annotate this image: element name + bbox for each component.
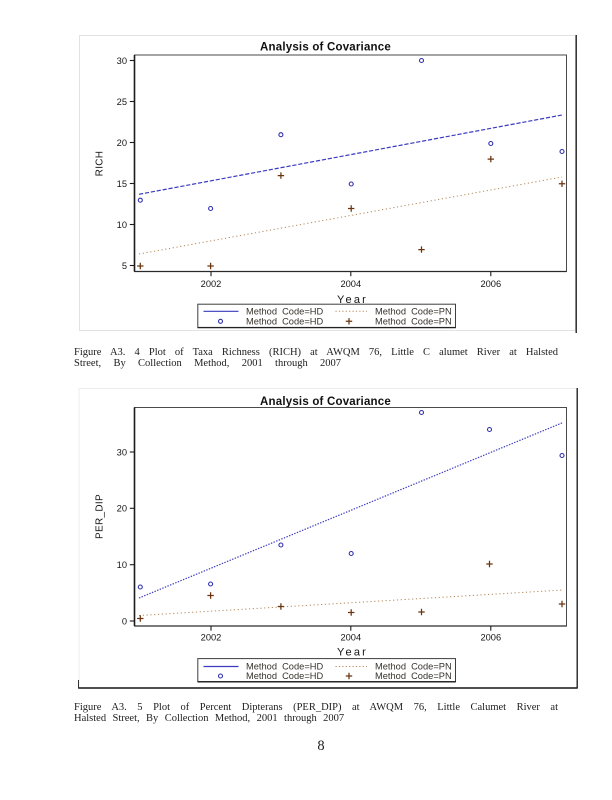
svg-text:20: 20 bbox=[117, 504, 127, 514]
svg-text:20: 20 bbox=[117, 138, 127, 148]
svg-text:Method Code=HD: Method Code=HD bbox=[246, 671, 323, 681]
svg-text:25: 25 bbox=[117, 97, 127, 107]
svg-text:Method Code=HD: Method Code=HD bbox=[246, 306, 323, 316]
svg-text:Method Code=PN: Method Code=PN bbox=[375, 671, 452, 681]
svg-text:Method Code=HD: Method Code=HD bbox=[246, 662, 323, 672]
svg-text:2002: 2002 bbox=[201, 279, 222, 289]
svg-text:2004: 2004 bbox=[340, 633, 361, 643]
svg-text:15: 15 bbox=[117, 179, 127, 189]
svg-text:Year: Year bbox=[337, 294, 368, 306]
svg-text:10: 10 bbox=[117, 220, 127, 230]
svg-text:Analysis of Covariance: Analysis of Covariance bbox=[260, 42, 391, 54]
svg-text:2004: 2004 bbox=[340, 279, 361, 289]
svg-text:2006: 2006 bbox=[480, 633, 501, 643]
svg-text:30: 30 bbox=[117, 447, 127, 457]
svg-text:RICH: RICH bbox=[95, 151, 106, 177]
svg-text:Method Code=PN: Method Code=PN bbox=[375, 316, 452, 326]
svg-text:Analysis of Covariance: Analysis of Covariance bbox=[260, 396, 391, 408]
svg-text:2006: 2006 bbox=[480, 279, 501, 289]
svg-text:Method Code=PN: Method Code=PN bbox=[375, 662, 452, 672]
svg-text:Method Code=PN: Method Code=PN bbox=[375, 306, 452, 316]
svg-text:2002: 2002 bbox=[201, 633, 222, 643]
svg-text:5: 5 bbox=[122, 261, 127, 271]
svg-text:Method Code=HD: Method Code=HD bbox=[246, 316, 323, 326]
svg-text:0: 0 bbox=[122, 616, 127, 626]
svg-text:Year: Year bbox=[337, 647, 368, 659]
svg-text:PER_DIP: PER_DIP bbox=[95, 494, 106, 539]
svg-text:10: 10 bbox=[117, 560, 127, 570]
svg-text:30: 30 bbox=[117, 56, 127, 66]
